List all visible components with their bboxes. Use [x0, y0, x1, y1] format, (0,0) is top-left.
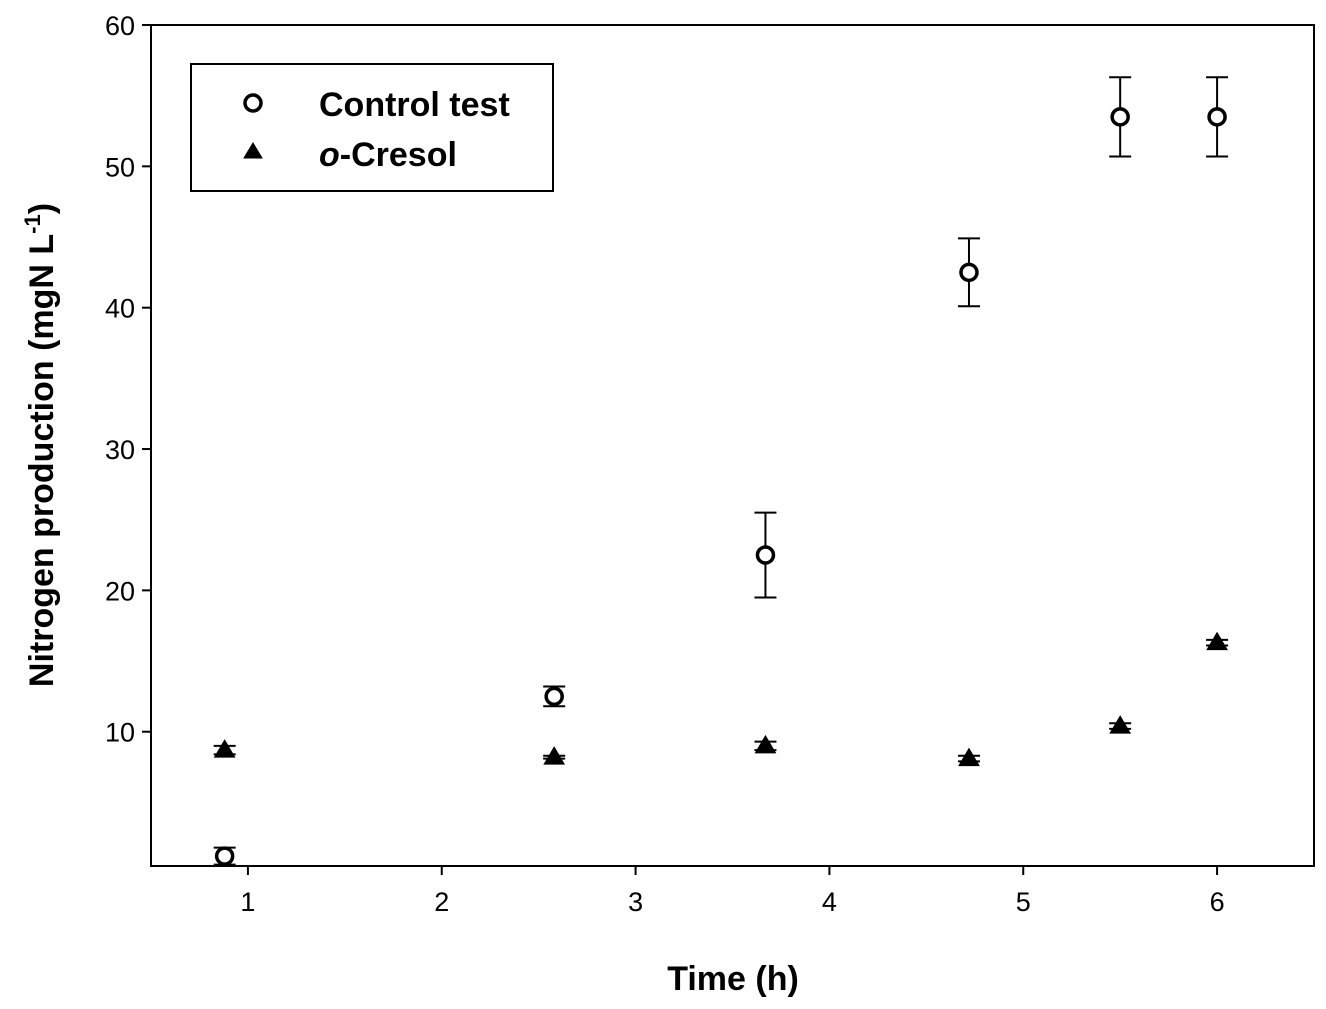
o-cresol-point-5 — [1206, 631, 1228, 651]
o-cresol-point-3 — [958, 747, 980, 767]
o-cresol-point-2 — [754, 734, 777, 754]
legend-marker-control-test — [243, 93, 263, 113]
control-test-point-4 — [1110, 107, 1130, 127]
x-tick-label-2: 2 — [434, 887, 449, 917]
x-tick-label-6: 6 — [1210, 887, 1225, 917]
y-axis-title-superscript: -1 — [20, 214, 45, 234]
y-tick-label-10: 10 — [105, 718, 135, 748]
series-layer — [213, 76, 1229, 866]
y-tick-label-20: 20 — [105, 576, 135, 606]
legend: Control test o-Cresol — [190, 63, 554, 192]
x-tick-label-4: 4 — [822, 887, 837, 917]
control-test-point-3 — [959, 262, 979, 283]
control-test-point-5 — [1207, 107, 1227, 127]
y-tick-label-30: 30 — [105, 435, 135, 465]
x-tick-label-1: 1 — [240, 887, 255, 917]
x-axis-ticks: 1 2 3 4 5 6 — [240, 866, 1225, 917]
y-tick-label-50: 50 — [105, 152, 135, 182]
control-test-point-1 — [544, 686, 564, 707]
x-axis-title: Time (h) — [667, 960, 799, 998]
x-tick-label-5: 5 — [1016, 887, 1031, 917]
series-control-test — [213, 76, 1229, 866]
series-o-cresol — [213, 631, 1229, 767]
legend-label-o-cresol-italic: o — [319, 136, 340, 174]
o-cresol-point-1 — [543, 746, 566, 765]
y-axis-ticks: 10 20 30 40 50 60 — [105, 11, 151, 748]
y-axis-title-main: Nitrogen production (mgN L — [23, 234, 61, 687]
legend-box — [190, 63, 554, 192]
y-axis-title: Nitrogen production (mgN L-1) — [20, 203, 61, 687]
y-tick-label-60: 60 — [105, 11, 135, 41]
legend-label-control-test: Control test — [319, 86, 510, 124]
control-test-point-0 — [214, 846, 235, 866]
o-cresol-point-0 — [213, 739, 236, 758]
y-axis-title-close: ) — [23, 203, 61, 214]
legend-label-o-cresol: o-Cresol — [319, 136, 457, 174]
legend-label-o-cresol-rest: -Cresol — [340, 136, 457, 174]
y-tick-label-40: 40 — [105, 294, 135, 324]
legend-marker-o-cresol — [243, 142, 263, 159]
o-cresol-point-4 — [1109, 715, 1132, 734]
plot-frame — [150, 24, 1315, 867]
control-test-point-2 — [755, 545, 776, 565]
x-tick-label-3: 3 — [628, 887, 643, 917]
